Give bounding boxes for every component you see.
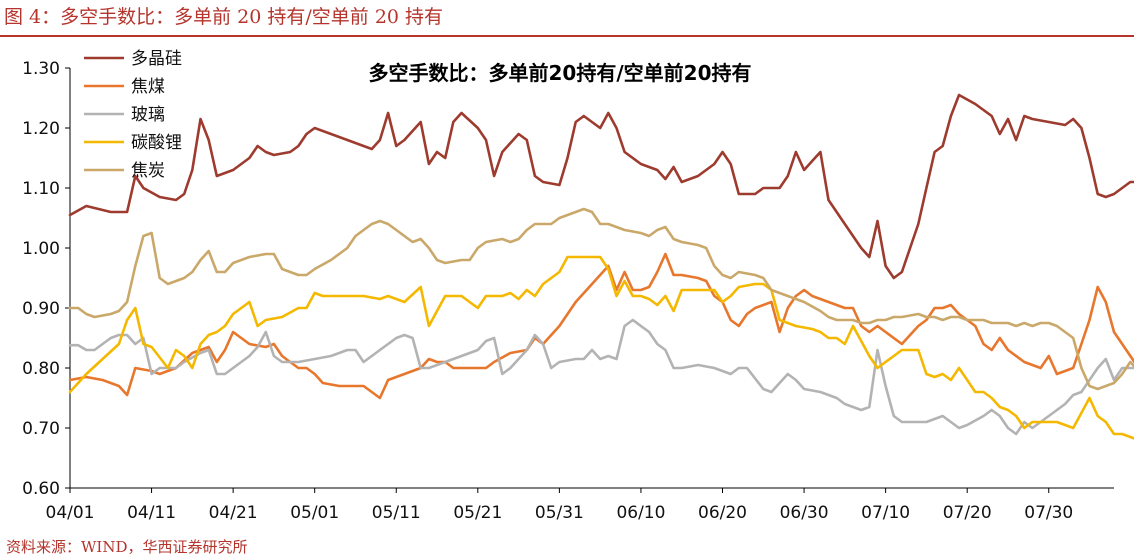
x-tick-label: 07/10 [861, 503, 910, 523]
caption-rule [0, 35, 1134, 37]
x-tick-label: 06/10 [616, 503, 665, 523]
x-tick-label: 04/01 [46, 503, 95, 523]
legend-label-4: 碳酸锂 [131, 133, 182, 153]
series-line-4 [68, 255, 1134, 440]
legend-label-5: 焦炭 [131, 161, 165, 181]
x-tick-label: 06/30 [780, 503, 829, 523]
x-tick-label: 05/21 [453, 503, 502, 523]
y-tick-label: 0.90 [22, 299, 60, 319]
figure-caption: 图 4：多空手数比：多单前 20 持有/空单前 20 持有 [4, 6, 444, 28]
y-tick-label: 1.10 [22, 179, 60, 199]
axes: 0.60 0.70 0.80 0.90 1.00 1.10 1.20 1.30 04/01 04/… [22, 59, 1114, 523]
x-tick-label: 05/31 [535, 503, 584, 523]
y-tick-label: 1.30 [22, 59, 60, 79]
series-line-2 [68, 252, 1134, 400]
legend-label-3: 玻璃 [131, 105, 165, 125]
legend-label-2: 焦煤 [131, 77, 165, 97]
series-line-1 [68, 93, 1134, 280]
x-tick-label: 07/30 [1024, 503, 1073, 523]
y-tick-label: 1.00 [22, 239, 60, 259]
y-tick-label: 1.20 [22, 119, 60, 139]
y-tick-label: 0.70 [22, 419, 60, 439]
series-line-5 [68, 207, 1134, 391]
legend-label-1: 多晶硅 [131, 49, 182, 69]
chart-title: 多空手数比：多单前20持有/空单前20持有 [369, 61, 752, 85]
x-tick-label: 04/21 [209, 503, 258, 523]
x-tick-label: 05/11 [372, 503, 421, 523]
y-tick-label: 0.60 [22, 479, 60, 499]
line-chart: 0.60 0.70 0.80 0.90 1.00 1.10 1.20 1.30 04/01 04/… [22, 49, 1134, 523]
series-line-3 [68, 318, 1134, 436]
x-tick-label: 07/20 [943, 503, 992, 523]
x-tick-label: 05/01 [290, 503, 339, 523]
series-layer [68, 93, 1134, 440]
x-tick-label: 04/11 [127, 503, 176, 523]
y-tick-label: 0.80 [22, 359, 60, 379]
x-tick-label: 06/20 [698, 503, 747, 523]
source-note: 资料来源：WIND，华西证券研究所 [6, 538, 248, 556]
